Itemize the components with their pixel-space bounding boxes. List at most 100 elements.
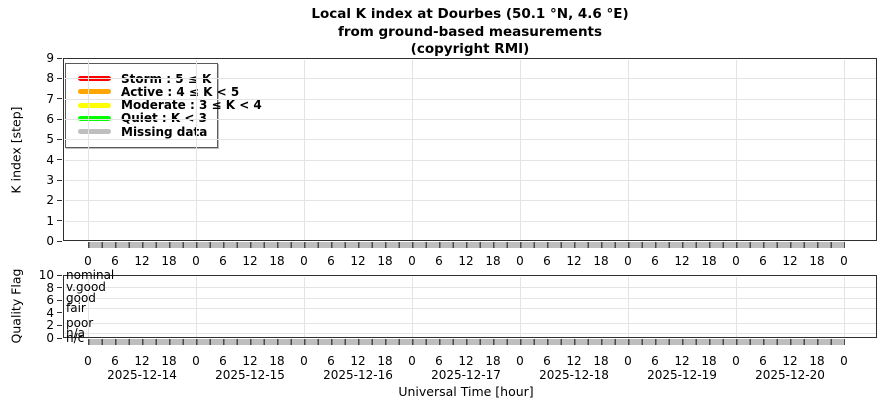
y-tick [57,199,62,202]
x-hour-label: 18 [377,254,393,268]
x-hour-label: 6 [327,254,335,268]
y-tick-label: 6 [46,112,54,126]
gridline-vertical [88,276,89,337]
x-hour-label: 18 [269,354,285,368]
x-hour-label: 6 [327,354,335,368]
x-hour-label: 18 [485,354,501,368]
gridline-vertical [844,276,845,337]
y-tick-label: 4 [46,305,54,320]
x-hour-label: 6 [543,254,551,268]
x-hour-label: 12 [566,354,582,368]
k-index-axis-title: K index [step] [8,106,24,194]
x-hour-label: 6 [543,354,551,368]
chart-title-line2: from ground-based measurements [337,24,603,40]
x-hour-label: 0 [732,254,740,268]
legend-item-quiet: Quiet : K < 3 [78,111,207,125]
quality-level-label: n/c [66,331,85,345]
y-tick-label: 5 [46,132,54,147]
gridline-horizontal [64,220,876,222]
gridline-vertical [628,276,629,337]
y-tick [57,77,62,80]
y-tick [57,138,62,141]
x-hour-label: 12 [674,254,690,268]
gridline-vertical [304,59,305,240]
x-hour-label: 0 [300,354,308,368]
date-label: 2025-12-18 [539,368,609,382]
x-hour-label: 0 [408,354,416,368]
y-tick [57,240,62,242]
y-tick-label: 8 [46,280,54,295]
gridline-vertical [412,276,413,337]
x-hour-label: 0 [300,254,308,268]
quality-level-label: good [66,290,96,305]
gridline-horizontal [64,200,876,202]
x-hour-label: 12 [566,254,582,268]
chart-title-line3: (copyright RMI) [410,41,530,57]
x-axis-title: Universal Time [hour] [398,384,534,399]
gridline-horizontal [64,139,876,141]
y-tick [57,299,62,301]
x-hour-label: 0 [192,254,200,268]
gridline-vertical [88,59,89,240]
gridline-horizontal [64,98,876,100]
x-hour-label: 12 [458,354,474,368]
quiet-color-swatch-icon [78,115,111,121]
date-label: 2025-12-15 [215,368,285,382]
y-tick-label: 7 [46,91,54,106]
legend-item-label: Moderate : 3 ≤ K < 4 [121,98,262,112]
x-hour-label: 0 [840,254,848,268]
gridline-vertical [412,59,413,240]
x-hour-label: 0 [408,254,416,268]
active-color-swatch-icon [78,89,111,95]
moderate-color-swatch-icon [78,102,111,108]
x-hour-label: 6 [111,254,119,268]
x-hour-label: 12 [674,354,690,368]
x-hour-label: 12 [134,254,150,268]
x-hour-label: 0 [84,254,92,268]
x-hour-label: 12 [782,354,798,368]
date-label: 2025-12-16 [323,368,393,382]
gridline-vertical [628,59,629,240]
x-hour-label: 12 [134,354,150,368]
x-hour-label: 18 [701,254,717,268]
x-hour-label: 0 [624,254,632,268]
date-label: 2025-12-19 [647,368,717,382]
y-tick [57,98,62,100]
gridline-vertical [304,276,305,337]
quality-flag-data-band [88,339,845,345]
gridline-vertical [520,276,521,337]
x-hour-label: 18 [485,254,501,268]
x-hour-label: 6 [219,254,227,268]
y-tick [57,179,62,181]
legend-item-missing: Missing data [78,124,208,139]
quality-flag-panel [63,275,877,338]
y-tick-label: 8 [46,71,54,86]
date-label: 2025-12-17 [431,368,501,382]
quality-level-label: n/a [66,325,86,340]
y-tick [57,324,62,327]
x-hour-label: 18 [593,354,609,368]
gridline-horizontal [64,78,876,80]
quality-level-label: nominal [66,268,115,282]
x-hour-label: 6 [651,254,659,268]
y-tick-label: 2 [46,318,54,333]
legend-item-label: Active : 4 ≤ K < 5 [121,84,240,99]
legend-item-label: Missing data [121,124,208,139]
y-tick [57,220,62,222]
x-hour-label: 18 [809,354,825,368]
x-hour-label: 12 [782,254,798,268]
x-hour-label: 0 [516,354,524,368]
gridline-vertical [736,59,737,240]
gridline-vertical [196,276,197,337]
y-tick-label: 6 [46,293,54,308]
y-tick-label: 3 [46,173,54,187]
y-tick-label: 2 [46,193,54,208]
x-hour-label: 6 [435,354,443,368]
gridline-vertical [844,59,845,240]
x-hour-label: 18 [377,354,393,368]
date-label: 2025-12-14 [107,368,177,382]
chart-title-line1: Local K index at Dourbes (50.1 °N, 4.6 °… [311,6,629,22]
gridline-horizontal [64,180,876,181]
x-hour-label: 0 [732,354,740,368]
